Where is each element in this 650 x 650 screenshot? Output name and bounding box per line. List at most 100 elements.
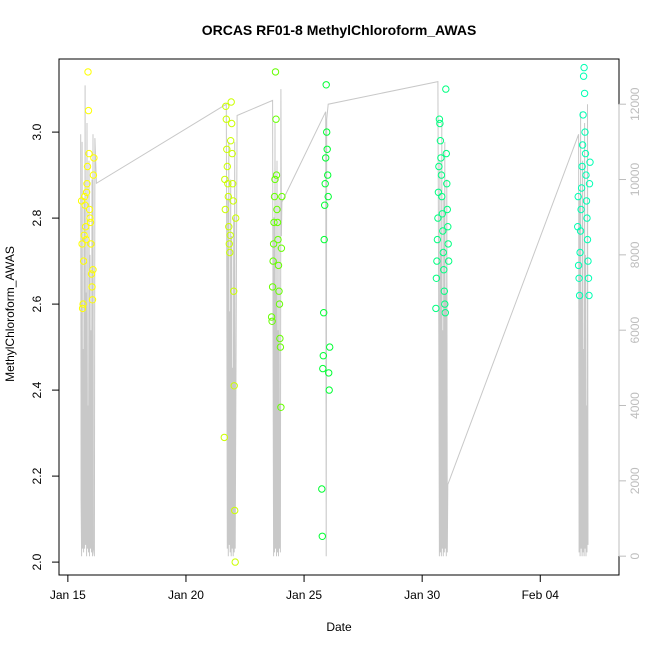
data-point (220, 433, 229, 442)
data-point (582, 171, 590, 179)
x-tick-label: Jan 15 (50, 588, 86, 602)
data-point (272, 171, 281, 179)
y-axis-right: 0 2000 4000 6000 8000 10000 12000 (618, 87, 642, 560)
data-point (274, 235, 282, 244)
x-tick-label: Feb 04 (522, 588, 560, 602)
data-point (433, 257, 441, 265)
data-point (574, 192, 582, 201)
data-point (268, 283, 277, 291)
data-point (436, 119, 444, 128)
data-point (441, 300, 449, 308)
data-point (278, 192, 286, 201)
data-point (230, 287, 238, 295)
data-point (79, 300, 87, 308)
data-point (584, 274, 593, 282)
data-point (226, 248, 234, 257)
data-point (225, 223, 233, 231)
data-point (88, 283, 96, 291)
data-point (433, 235, 442, 244)
data-point (269, 257, 277, 265)
data-point (80, 231, 88, 240)
data-point (89, 266, 97, 274)
data-point (320, 309, 328, 317)
data-point (267, 313, 276, 321)
data-point (275, 287, 283, 295)
y2-tick-label: 2000 (628, 467, 642, 494)
data-point (79, 257, 88, 265)
data-point (577, 184, 586, 192)
y-axis-left: 2.0 2.2 2.4 2.6 2.8 3.0 (30, 123, 60, 570)
data-point (579, 72, 588, 80)
data-point (223, 145, 231, 154)
data-point (580, 89, 589, 98)
data-point (445, 257, 453, 265)
x-tick-label: Jan 25 (286, 588, 322, 602)
x-tick-label: Jan 20 (168, 588, 204, 602)
data-point (86, 214, 94, 222)
data-point (581, 149, 590, 158)
data-point (322, 154, 330, 162)
data-point (437, 154, 445, 162)
data-point (231, 506, 239, 515)
data-point (222, 102, 230, 111)
data-point (221, 205, 230, 214)
data-point (84, 106, 93, 115)
data-point (575, 291, 584, 300)
data-point (270, 192, 279, 201)
data-point (583, 214, 591, 222)
data-point (577, 205, 585, 214)
data-point (272, 115, 280, 123)
data-point (229, 180, 237, 188)
data-point (320, 235, 328, 244)
chart-title: ORCAS RF01-8 MethylChloroform_AWAS (202, 22, 477, 38)
data-point (583, 235, 592, 244)
data-point (439, 248, 447, 257)
y2-tick-label: 8000 (628, 241, 642, 268)
y-tick-label: 2.8 (30, 209, 44, 226)
y-tick-label: 2.6 (30, 295, 44, 312)
data-point (435, 115, 444, 123)
data-point (439, 227, 447, 235)
data-point (224, 192, 233, 201)
data-point (586, 158, 594, 166)
data-point (438, 210, 446, 218)
data-point (318, 485, 326, 493)
data-point (84, 68, 92, 76)
data-point (83, 180, 91, 188)
data-point (224, 180, 232, 188)
y2-tick-label: 4000 (628, 392, 642, 419)
data-point (269, 240, 278, 248)
data-point (579, 111, 587, 119)
data-point (270, 218, 278, 227)
data-point (228, 149, 236, 158)
data-point (574, 261, 583, 270)
data-point (441, 309, 449, 317)
data-point (271, 68, 280, 76)
altitude-trace-line (80, 80, 589, 557)
y-tick-label: 2.4 (30, 381, 44, 398)
data-point (277, 403, 285, 411)
data-point (326, 343, 334, 351)
data-point (81, 223, 90, 231)
data-point (90, 154, 98, 162)
data-point (83, 162, 92, 171)
data-point (82, 188, 91, 197)
data-point (222, 115, 231, 123)
data-point (584, 257, 592, 265)
data-point (322, 81, 330, 89)
data-point (321, 180, 329, 188)
data-point (578, 141, 587, 149)
y-tick-label: 3.0 (30, 123, 44, 140)
data-point (444, 223, 452, 231)
x-axis-label: Date (326, 620, 352, 634)
data-point (87, 270, 96, 278)
data-point (442, 149, 450, 158)
data-point (86, 218, 95, 227)
data-point (321, 201, 329, 209)
data-point (580, 63, 588, 72)
data-points-layer (77, 63, 594, 566)
data-point (443, 205, 451, 214)
data-point (323, 128, 331, 136)
data-point (578, 162, 586, 171)
